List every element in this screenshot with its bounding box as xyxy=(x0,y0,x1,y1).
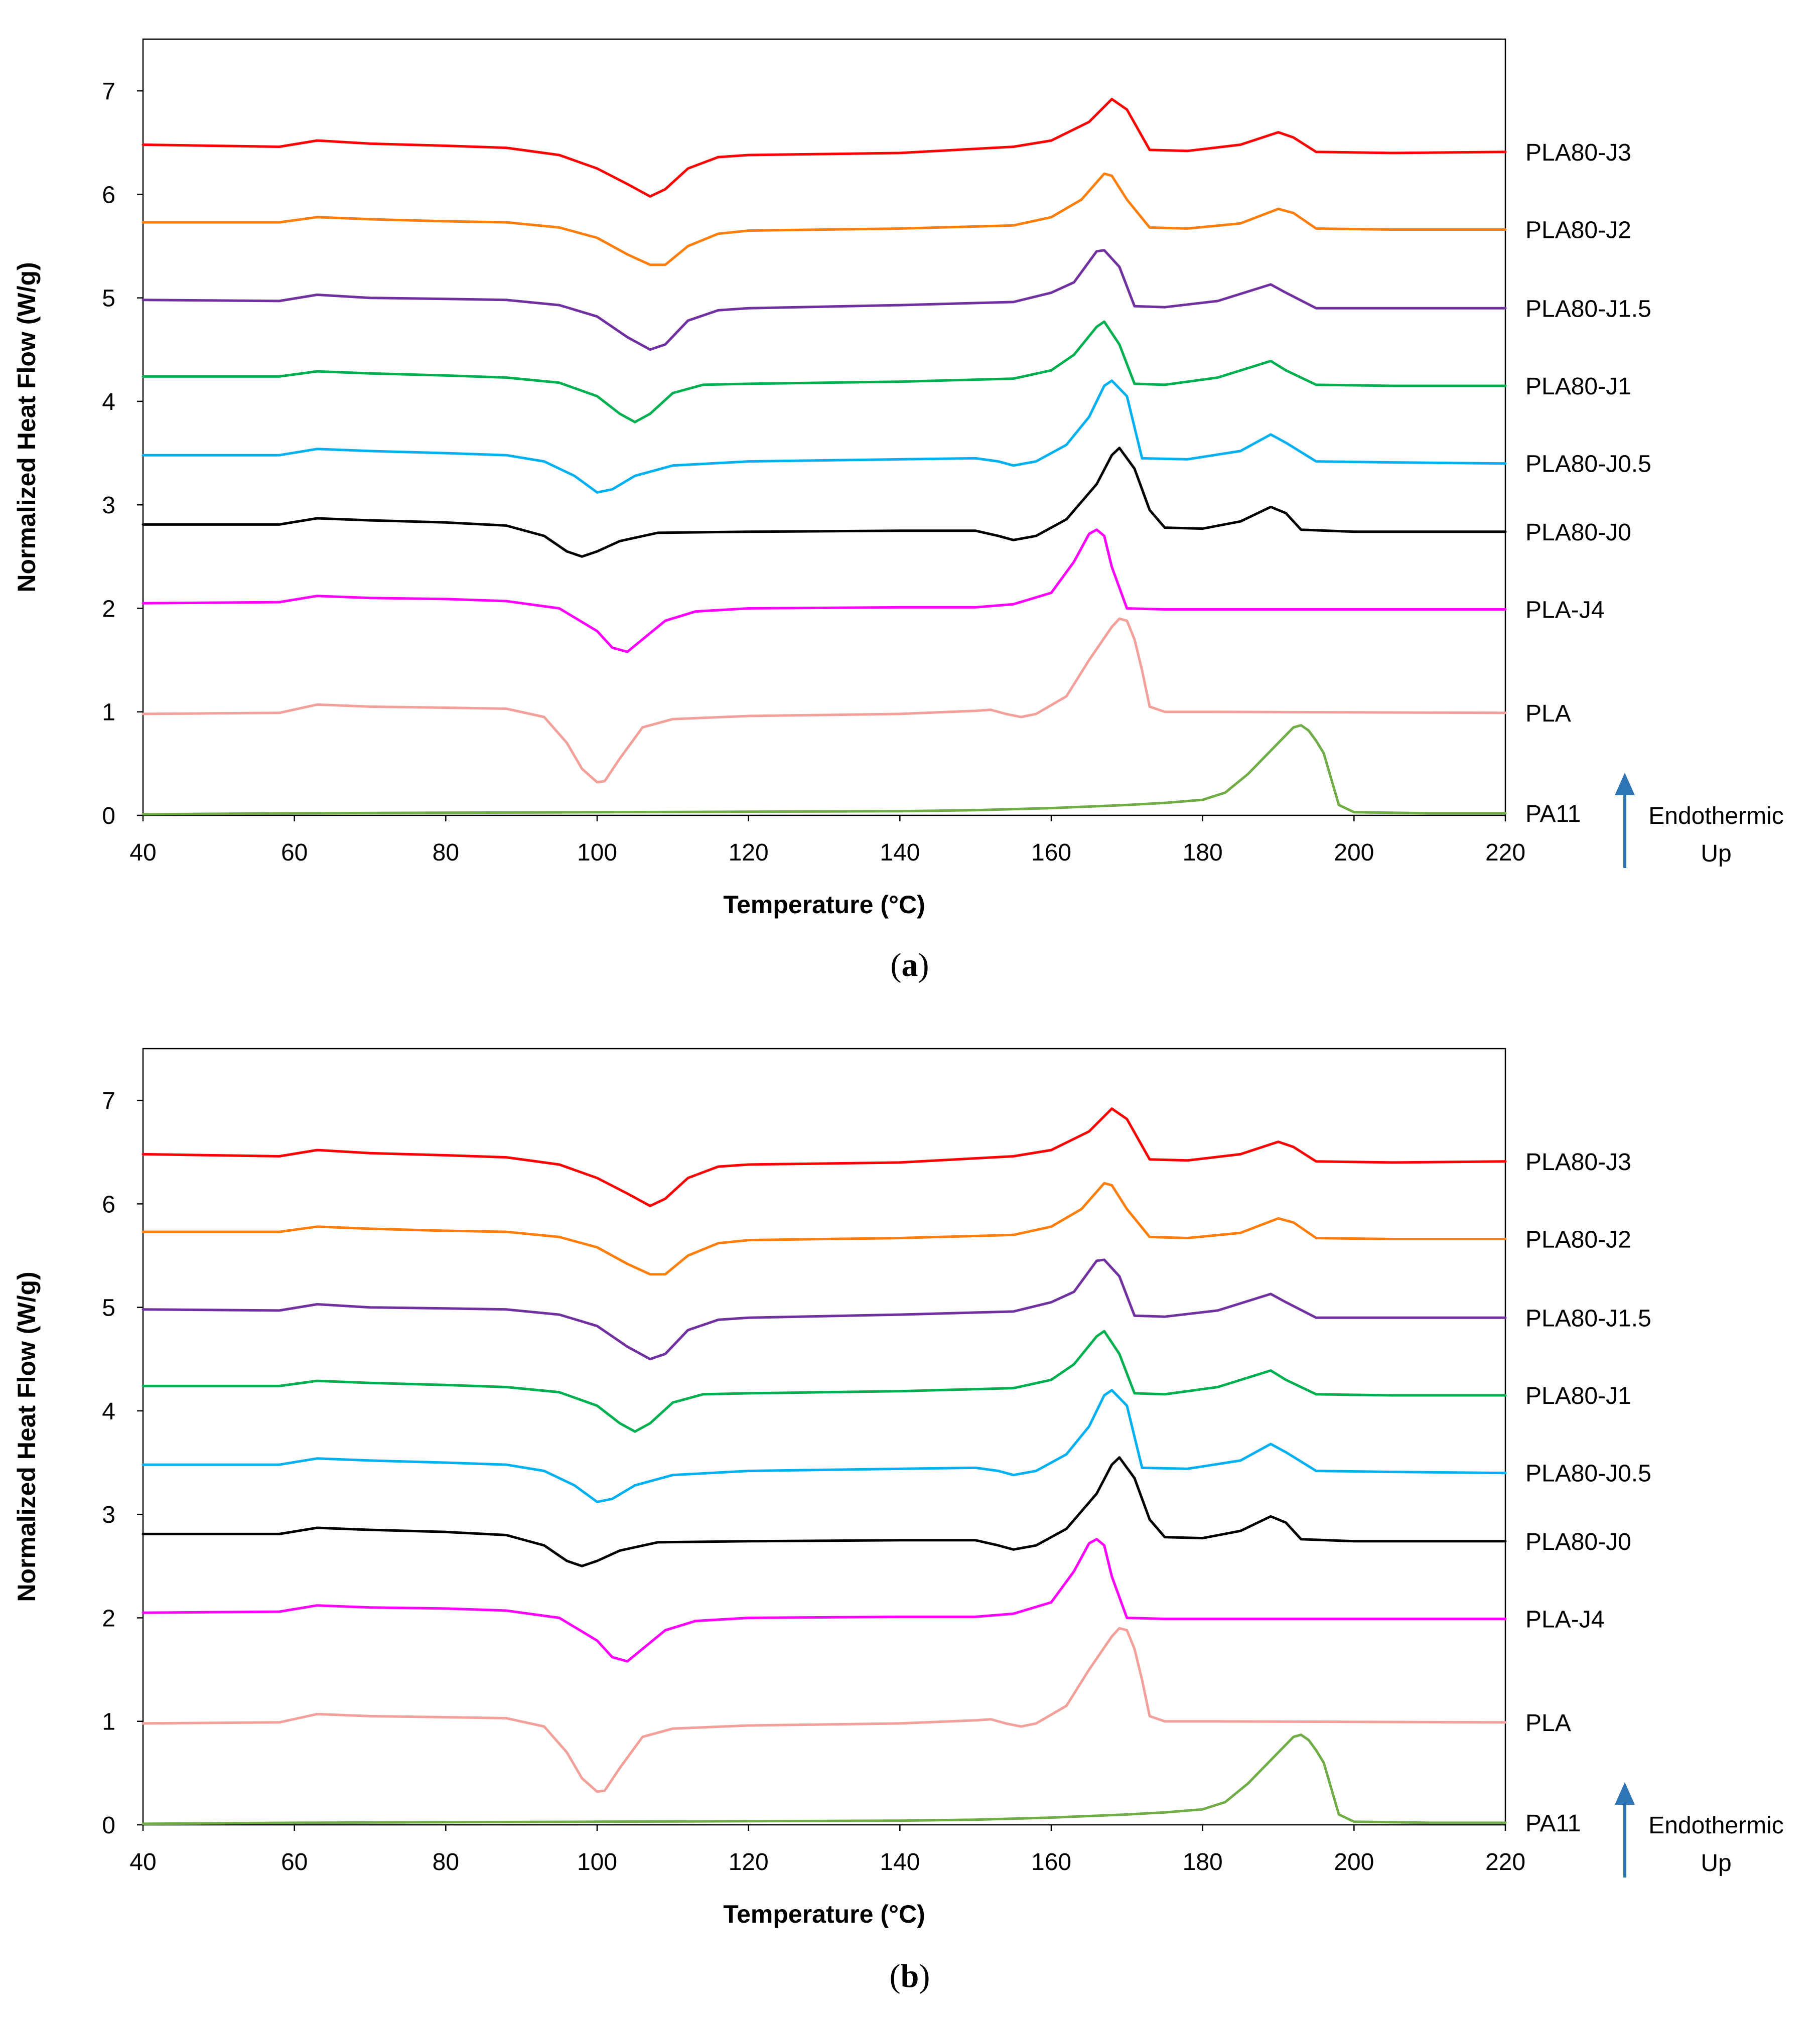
series-line-pa11 xyxy=(142,724,1507,816)
y-tick-label: 6 xyxy=(102,1191,115,1218)
x-tick-label: 120 xyxy=(729,1849,769,1876)
endothermic-up-label: Up xyxy=(1701,840,1731,867)
y-tick-label: 0 xyxy=(102,1812,115,1839)
series-label-pla80-j1: PLA80-J1 xyxy=(1525,1383,1631,1409)
series-label-pla80-j0-5: PLA80-J0.5 xyxy=(1525,451,1651,478)
x-tick-label: 60 xyxy=(281,839,308,866)
x-tick-label: 100 xyxy=(577,839,617,866)
series-line-pla80-j1-5 xyxy=(142,1258,1507,1361)
series-label-pla80-j2: PLA80-J2 xyxy=(1525,1227,1631,1253)
x-tick-label: 140 xyxy=(880,1849,920,1876)
x-axis-title: Temperature (°C) xyxy=(723,1900,925,1928)
x-tick-label: 200 xyxy=(1334,839,1374,866)
series-label-pa11: PA11 xyxy=(1525,801,1581,827)
endothermic-label: Endothermic xyxy=(1648,1812,1783,1839)
x-tick-label: 40 xyxy=(129,839,156,866)
series-line-pla80-j1 xyxy=(142,1330,1507,1433)
x-tick-label: 140 xyxy=(880,839,920,866)
series-label-pla-j4: PLA-J4 xyxy=(1525,597,1604,624)
series-line-pla80-j1-5 xyxy=(142,249,1507,351)
y-axis-title: Normalized Heat Flow (W/g) xyxy=(13,1271,41,1602)
y-tick-label: 7 xyxy=(102,1088,115,1114)
x-tick-label: 180 xyxy=(1183,839,1223,866)
series-line-pla xyxy=(142,617,1507,784)
panel-caption: (a) xyxy=(891,947,929,983)
y-tick-label: 4 xyxy=(102,389,115,415)
y-tick-label: 5 xyxy=(102,285,115,312)
series-label-pla80-j1: PLA80-J1 xyxy=(1525,373,1631,400)
series-line-pla80-j3 xyxy=(142,1107,1507,1207)
x-tick-label: 180 xyxy=(1183,1849,1223,1876)
y-tick-label: 3 xyxy=(102,1502,115,1528)
series-label-pla80-j1-5: PLA80-J1.5 xyxy=(1525,1305,1651,1332)
series-line-pla80-j0 xyxy=(142,447,1507,558)
series-line-pla80-j0-5 xyxy=(142,1389,1507,1503)
series-label-pla80-j0: PLA80-J0 xyxy=(1525,1529,1631,1555)
x-tick-label: 160 xyxy=(1031,839,1071,866)
series-label-pla80-j0: PLA80-J0 xyxy=(1525,519,1631,546)
series-line-pla80-j3 xyxy=(142,98,1507,198)
y-tick-label: 2 xyxy=(102,1605,115,1632)
y-tick-label: 1 xyxy=(102,699,115,726)
y-tick-label: 4 xyxy=(102,1398,115,1425)
series-label-pa11: PA11 xyxy=(1525,1810,1581,1837)
y-tick-label: 5 xyxy=(102,1295,115,1322)
y-tick-label: 0 xyxy=(102,803,115,829)
x-tick-label: 80 xyxy=(433,839,459,866)
x-tick-label: 220 xyxy=(1485,839,1525,866)
y-axis-title: Normalized Heat Flow (W/g) xyxy=(13,262,41,592)
series-label-pla80-j3: PLA80-J3 xyxy=(1525,139,1631,166)
x-tick-label: 200 xyxy=(1334,1849,1374,1876)
panel-caption: (b) xyxy=(890,1958,930,1994)
series-line-pa11 xyxy=(142,1734,1507,1825)
series-label-pla80-j1-5: PLA80-J1.5 xyxy=(1525,296,1651,322)
y-tick-label: 7 xyxy=(102,78,115,105)
endothermic-label: Endothermic xyxy=(1648,803,1783,829)
y-tick-label: 2 xyxy=(102,596,115,622)
series-line-pla80-j0-5 xyxy=(142,379,1507,494)
series-label-pla80-j0-5: PLA80-J0.5 xyxy=(1525,1461,1651,1487)
plot-area-frame xyxy=(142,38,1506,816)
x-tick-label: 100 xyxy=(577,1849,617,1876)
x-tick-label: 120 xyxy=(729,839,769,866)
chart-panel-b: 40 60 80 100 120 140 160 180 200 220 0 1 2 3 4 5 6 7 Tempe… xyxy=(13,1048,1784,1994)
chart-panel-a: 40 60 80 100 120 140 160 180 200 220 0 1 2 3 4 5 6 7 Tempe… xyxy=(13,38,1784,983)
series-line-pla80-j2 xyxy=(142,172,1507,266)
series-label-pla80-j2: PLA80-J2 xyxy=(1525,217,1631,244)
series-line-pla-j4 xyxy=(142,528,1507,653)
series-line-pla80-j0 xyxy=(142,1456,1507,1567)
series-line-pla80-j2 xyxy=(142,1182,1507,1276)
x-tick-label: 220 xyxy=(1485,1849,1525,1876)
y-tick-label: 1 xyxy=(102,1709,115,1736)
x-tick-label: 60 xyxy=(281,1849,308,1876)
series-line-pla-j4 xyxy=(142,1538,1507,1663)
series-label-pla: PLA xyxy=(1525,700,1571,727)
x-tick-label: 40 xyxy=(129,1849,156,1876)
plot-area-frame xyxy=(142,1048,1506,1826)
x-axis-title: Temperature (°C) xyxy=(723,891,925,919)
y-tick-label: 6 xyxy=(102,182,115,208)
endothermic-up-label: Up xyxy=(1701,1850,1731,1877)
x-tick-label: 160 xyxy=(1031,1849,1071,1876)
arrow-up-icon xyxy=(1615,773,1635,795)
y-tick-label: 3 xyxy=(102,492,115,519)
series-label-pla80-j3: PLA80-J3 xyxy=(1525,1149,1631,1176)
series-line-pla xyxy=(142,1627,1507,1793)
arrow-up-icon xyxy=(1615,1782,1635,1805)
series-label-pla: PLA xyxy=(1525,1710,1571,1737)
series-line-pla80-j1 xyxy=(142,320,1507,423)
x-tick-label: 80 xyxy=(433,1849,459,1876)
series-label-pla-j4: PLA-J4 xyxy=(1525,1607,1604,1633)
